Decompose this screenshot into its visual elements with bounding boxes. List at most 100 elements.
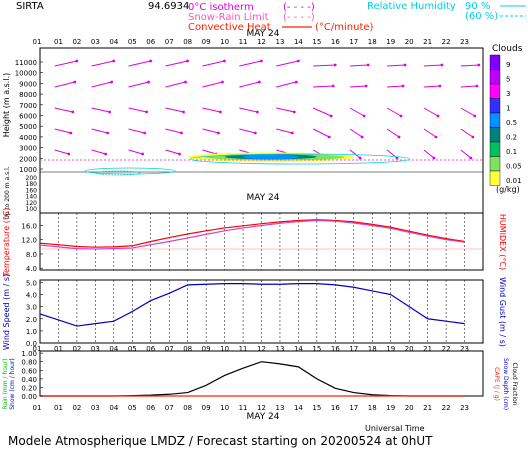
hour-tick-label: 01 [54,345,63,353]
cloud-level-label: 9 [506,61,510,69]
wind-arrow-head [149,59,153,63]
cloud-fraction-label: Cloud Fraction [511,363,518,406]
station-name: SIRTA [16,1,44,12]
series-line [39,219,465,248]
hour-tick-label: 12 [257,404,266,412]
wind-arrow-head [292,110,296,114]
wind-arrow-head [221,80,224,84]
wind-arrow-head [186,59,189,63]
wind-arrow-head [180,131,183,135]
wind-arrow-head [366,63,370,67]
date-mid: MAY 24 [246,193,279,203]
hour-tick-label: 05 [128,404,137,412]
wind-arrow-head [440,63,444,67]
wind-arrow-head [358,156,362,160]
wind-arrow [349,128,363,138]
rh-contour-top [189,153,411,165]
wind-arrow-head [329,114,333,118]
hour-tick-label: 09 [202,404,211,412]
temperature-ticks: 16.0 12.0 8.0 4.0 [21,222,43,273]
hour-tick-label: 20 [405,404,414,412]
wind-arrow-head [223,59,226,63]
altitude-panel [39,47,484,214]
wind-arrow [349,149,361,159]
altitude-tick-label: 9000 [19,80,37,88]
wind-arrow [54,60,77,67]
wind-arrow-head [217,131,220,135]
hour-tick-label: 21 [423,38,432,46]
wind-arrow [165,81,186,88]
wind-arrow [202,128,219,134]
cloud-blob [243,154,299,160]
wind-arrow [276,107,295,113]
wind-arrow-head [182,110,185,114]
wind-arrow-head [67,152,71,156]
wind-arrow-head [327,135,331,139]
wind-arrow-head [147,80,151,84]
cloud-level-swatch [489,98,501,114]
mid-hour-labels: 01 02 03 04 05 06 07 08 09 10 11 12 13 14 15 16 17 18 19 20… [33,345,469,353]
wind-axis-label: Wind Speed (m / s) [2,274,11,350]
wind-arrow-head [255,110,259,114]
wind-arrow [312,128,330,138]
wind-arrow-head [397,135,401,139]
hour-tick-label: 19 [386,345,395,353]
wind-arrow-head [75,59,79,63]
hour-tick-label: 15 [312,404,321,412]
hour-tick-label: 16 [331,38,340,46]
wind-arrow [128,128,145,134]
wind-arrow [128,107,147,113]
altitude-tick-label: 4000 [19,134,37,142]
wind-arrow [165,107,184,113]
wind-arrow-head [469,156,473,160]
wind-arrow-head [399,114,403,118]
hour-tick-label: 22 [442,345,451,353]
wind-arrow-head [178,152,181,156]
y-tick-label: 8.0 [26,251,37,259]
wind-arrow-head [145,110,149,114]
wind-arrow [423,128,437,138]
wind-arrow-head [432,156,436,160]
y-tick-label: 16.0 [21,222,37,230]
hour-tick-label: 11 [239,345,248,353]
wind-arrow [202,149,217,155]
hour-tick-label: 18 [368,38,377,46]
wind-ticks: 5.0 4.0 3.0 2.0 1.0 0.0 [26,279,43,348]
hour-tick-label: 04 [109,345,118,353]
cape-axis-label: CAPE (J / g) [493,367,500,401]
altitude-tick-label: 2000 [19,155,37,163]
wind-arrow-head [475,84,479,88]
hour-tick-label: 18 [368,404,377,412]
hour-tick-label: 07 [165,404,174,412]
wind-arrow-head [436,114,440,118]
y-tick-label: 0.00 [21,393,37,401]
wind-arrow [350,64,369,67]
altitude-tick-label: 5000 [19,123,37,131]
hour-tick-label: 20 [405,38,414,46]
hour-tick-label: 14 [294,345,303,353]
cloud-level-swatch [489,54,501,70]
hour-tick-label: 03 [91,345,100,353]
temperature-series [39,219,465,250]
altitude-tick-label: 8000 [19,91,37,99]
wind-arrow-head [471,135,475,139]
legend-isotherm-suffix: (- - - -) [283,2,315,13]
top-hour-labels: 01 02 03 04 05 06 07 08 09 10 11 12 13 14 15 16 17 18 19 20… [33,38,469,46]
wind-gust-label: Wind Gust (m / s) [498,277,507,347]
wind-arrow [54,81,75,88]
hour-tick-label: 10 [220,404,229,412]
hour-tick-label: 23 [460,345,469,353]
legend-isotherm-label: 0°C isotherm [188,2,254,13]
hour-tick-label: 17 [349,38,358,46]
cloud-level-swatch [489,170,501,186]
wind-arrow [239,60,262,67]
hour-tick-label: 02 [72,38,81,46]
hour-tick-label: 19 [386,404,395,412]
wind-arrow-head [73,80,77,84]
wind-arrow [386,107,402,117]
wind-arrow-head [333,63,337,67]
hour-tick-label: 16 [331,345,340,353]
wind-arrow [460,149,472,159]
wind-arrow [349,107,365,117]
altitude-tick-label: 10000 [15,70,37,78]
